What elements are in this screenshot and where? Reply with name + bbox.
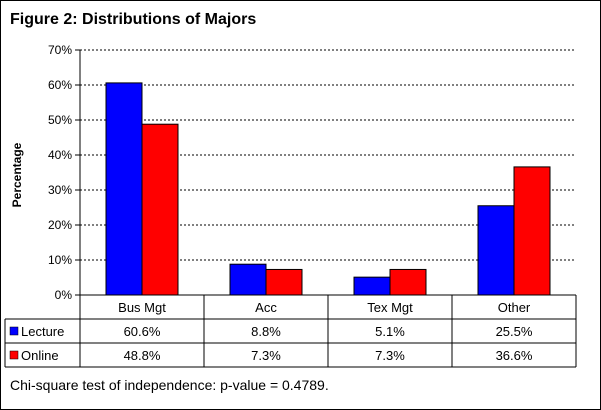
data-value-label: 48.8% bbox=[124, 348, 161, 363]
legend-label: Online bbox=[21, 348, 59, 363]
data-value-label: 7.3% bbox=[251, 348, 281, 363]
y-tick-label: 50% bbox=[48, 113, 72, 127]
data-value-label: 5.1% bbox=[375, 324, 405, 339]
legend-swatch-lecture bbox=[9, 326, 19, 336]
y-tick-label: 70% bbox=[48, 43, 72, 57]
legend-label: Lecture bbox=[21, 324, 64, 339]
y-tick-label: 10% bbox=[48, 253, 72, 267]
x-category-label: Acc bbox=[255, 300, 277, 315]
x-category-label: Tex Mgt bbox=[367, 300, 413, 315]
bar-online bbox=[265, 268, 303, 296]
footnote: Chi-square test of independence: p-value… bbox=[10, 377, 329, 393]
bar-lecture bbox=[477, 205, 515, 296]
y-tick-label: 30% bbox=[48, 183, 72, 197]
data-value-label: 60.6% bbox=[124, 324, 161, 339]
bar-lecture bbox=[105, 82, 143, 296]
data-value-label: 8.8% bbox=[251, 324, 281, 339]
data-value-label: 36.6% bbox=[496, 348, 533, 363]
y-tick-label: 60% bbox=[48, 78, 72, 92]
y-tick-label: 40% bbox=[48, 148, 72, 162]
x-category-label: Other bbox=[498, 300, 531, 315]
bar-online bbox=[513, 166, 551, 296]
bar-lecture bbox=[229, 263, 267, 296]
bar-online bbox=[389, 268, 427, 296]
y-tick-label: 0% bbox=[55, 288, 73, 302]
data-value-label: 25.5% bbox=[496, 324, 533, 339]
x-category-label: Bus Mgt bbox=[118, 300, 166, 315]
bar-lecture bbox=[353, 276, 391, 296]
chart-title: Figure 2: Distributions of Majors bbox=[10, 11, 257, 28]
bar-online bbox=[141, 123, 179, 296]
legend-swatch-online bbox=[9, 350, 19, 360]
y-tick-label: 20% bbox=[48, 218, 72, 232]
data-value-label: 7.3% bbox=[375, 348, 405, 363]
